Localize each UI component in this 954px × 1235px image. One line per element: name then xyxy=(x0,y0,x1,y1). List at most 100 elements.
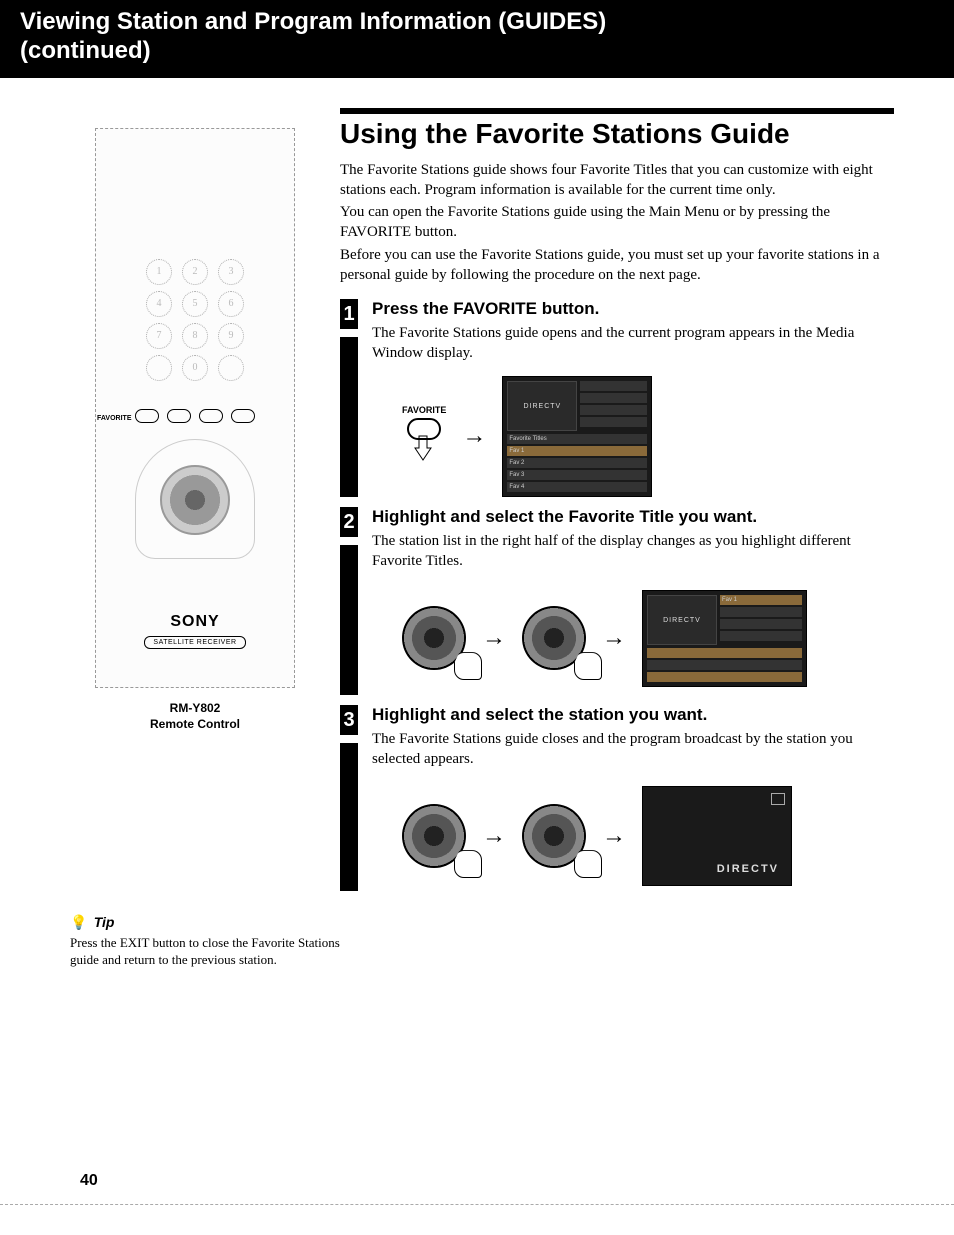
step-1-number: 1 xyxy=(340,299,358,329)
favorite-button-graphic: FAVORITE xyxy=(402,405,446,467)
key-5: 5 xyxy=(182,291,208,317)
sony-logo: SONY xyxy=(125,613,265,631)
key-4: 4 xyxy=(146,291,172,317)
fav-btn-1 xyxy=(135,409,159,423)
intro-para-2: You can open the Favorite Stations guide… xyxy=(340,202,894,243)
satellite-receiver-label: SATELLITE RECEIVER xyxy=(144,636,245,649)
remote-brand-block: SONY SATELLITE RECEIVER xyxy=(125,613,265,649)
tv-row xyxy=(580,405,647,415)
key-3: 3 xyxy=(218,259,244,285)
tv-row xyxy=(580,417,647,427)
intro-para-3: Before you can use the Favorite Stations… xyxy=(340,245,894,286)
key-blank-l xyxy=(146,355,172,381)
joystick-navigate-icon xyxy=(402,606,466,670)
arrow-icon: → xyxy=(462,423,486,450)
tv-fav-title-4: Fav 4 xyxy=(507,482,647,492)
left-column: 1 2 3 4 5 6 7 8 9 0 FAVORITE xyxy=(80,108,310,970)
tv-fav-title-1: Fav 1 xyxy=(507,446,647,456)
step-2-graphics: → → DIRECTV Fav 1 xyxy=(372,583,894,693)
joystick-navigate-icon xyxy=(402,804,466,868)
tv-row-highlight xyxy=(647,672,802,682)
tv-fav-title-3: Fav 3 xyxy=(507,470,647,480)
tv-row-header: Favorite Titles xyxy=(507,434,647,444)
remote-model: RM-Y802 xyxy=(80,700,310,717)
favorite-button-label: FAVORITE xyxy=(402,405,446,415)
page-number: 40 xyxy=(80,1172,98,1190)
favorite-label: FAVORITE xyxy=(97,415,131,422)
arrow-icon: → xyxy=(602,625,626,652)
tv-screen-1: DIRECTV Favorite Titles Fav xyxy=(502,376,652,497)
tv-row xyxy=(580,381,647,391)
key-9: 9 xyxy=(218,323,244,349)
right-column: Using the Favorite Stations Guide The Fa… xyxy=(340,108,914,970)
key-blank-r xyxy=(218,355,244,381)
fav-btn-4 xyxy=(231,409,255,423)
arrow-icon: → xyxy=(482,823,506,850)
section-title: Using the Favorite Stations Guide xyxy=(340,118,894,150)
tv-fullscreen-program: DIRECTV xyxy=(642,786,792,886)
step-1-bar xyxy=(340,337,358,497)
step-3-text: The Favorite Stations guide closes and t… xyxy=(372,729,894,770)
tv-row-selected xyxy=(647,648,802,658)
tv-list-right xyxy=(580,381,647,431)
favorite-button-row: FAVORITE xyxy=(125,409,265,428)
tv-brand-logo: DIRECTV xyxy=(717,863,779,875)
step-2-bar xyxy=(340,545,358,695)
tip-text: Press the EXIT button to close the Favor… xyxy=(70,935,350,969)
dpad-area xyxy=(135,439,255,559)
step-3-bar xyxy=(340,743,358,892)
arrow-icon: → xyxy=(482,625,506,652)
section-rule xyxy=(340,108,894,114)
page-footer-rule xyxy=(0,1204,954,1205)
remote-caption: RM-Y802 Remote Control xyxy=(80,700,310,734)
tv-row xyxy=(580,393,647,403)
key-7: 7 xyxy=(146,323,172,349)
step-1-text: The Favorite Stations guide opens and th… xyxy=(372,323,894,364)
step-2: 2 Highlight and select the Favorite Titl… xyxy=(340,507,894,695)
arrow-icon: → xyxy=(602,823,626,850)
tv-row xyxy=(720,619,802,629)
step-1-title: Press the FAVORITE button. xyxy=(372,299,894,319)
key-0: 0 xyxy=(182,355,208,381)
step-3-graphics: → → DIRECTV xyxy=(372,781,894,891)
remote-illustration: 1 2 3 4 5 6 7 8 9 0 FAVORITE xyxy=(95,128,295,688)
remote-keypad: 1 2 3 4 5 6 7 8 9 0 xyxy=(146,259,244,381)
tv-row xyxy=(720,607,802,617)
fav-btn-2 xyxy=(167,409,191,423)
page-header: Viewing Station and Program Information … xyxy=(0,0,954,78)
tv-row xyxy=(647,660,802,670)
step-2-number: 2 xyxy=(340,507,358,537)
key-6: 6 xyxy=(218,291,244,317)
tv-fav-title-2: Fav 2 xyxy=(507,458,647,468)
step-1: 1 Press the FAVORITE button. The Favorit… xyxy=(340,299,894,497)
content: 1 2 3 4 5 6 7 8 9 0 FAVORITE xyxy=(0,78,954,970)
step-2-text: The station list in the right half of th… xyxy=(372,531,894,572)
tv-media-window: DIRECTV xyxy=(647,595,717,645)
step-2-title: Highlight and select the Favorite Title … xyxy=(372,507,894,527)
tip-block: 💡 Tip Press the EXIT button to close the… xyxy=(70,913,350,969)
header-line-2: (continued) xyxy=(20,37,934,66)
steps-list: 1 Press the FAVORITE button. The Favorit… xyxy=(340,299,894,891)
joystick-select-icon xyxy=(522,606,586,670)
step-3-title: Highlight and select the station you wan… xyxy=(372,705,894,725)
step-3: 3 Highlight and select the station you w… xyxy=(340,705,894,892)
dpad-circle xyxy=(160,465,230,535)
key-1: 1 xyxy=(146,259,172,285)
tv-station-list: Fav 1 xyxy=(720,595,802,645)
tip-heading: Tip xyxy=(94,913,115,931)
key-8: 8 xyxy=(182,323,208,349)
joystick-select-icon xyxy=(522,804,586,868)
intro-para-1: The Favorite Stations guide shows four F… xyxy=(340,160,894,201)
tv-row: Fav 1 xyxy=(720,595,802,605)
fav-btn-3 xyxy=(199,409,223,423)
remote-caption-text: Remote Control xyxy=(80,716,310,733)
lightbulb-icon: 💡 xyxy=(70,915,87,933)
header-line-1: Viewing Station and Program Information … xyxy=(20,8,934,37)
step-3-number: 3 xyxy=(340,705,358,735)
tv-media-window: DIRECTV xyxy=(507,381,577,431)
hand-press-icon xyxy=(409,434,439,462)
step-1-graphics: FAVORITE → DIRECTV xyxy=(372,376,894,497)
pip-icon xyxy=(771,793,785,805)
key-2: 2 xyxy=(182,259,208,285)
tv-row xyxy=(720,631,802,641)
